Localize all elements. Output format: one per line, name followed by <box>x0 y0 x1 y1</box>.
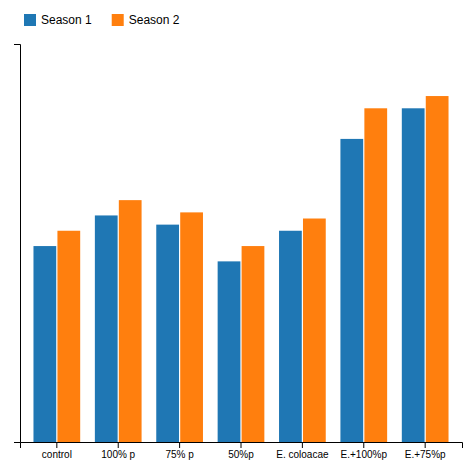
bar <box>119 200 142 442</box>
bar <box>426 96 449 442</box>
bar <box>364 108 387 442</box>
x-tick: E.+75%p <box>405 442 446 460</box>
bar <box>218 261 241 442</box>
x-axis-line <box>21 443 463 449</box>
x-tick-label: E.+100%p <box>341 449 388 460</box>
bar <box>402 108 425 442</box>
legend-swatch <box>24 14 36 26</box>
legend-swatch <box>112 14 124 26</box>
x-tick-mark <box>241 442 242 448</box>
x-tick-mark <box>56 442 57 448</box>
legend-item: Season 1 <box>24 13 92 27</box>
x-tick-label: E. coloacae <box>276 449 329 460</box>
x-tick-label: 75% p <box>165 449 194 460</box>
x-tick: 50%p <box>228 442 254 460</box>
bar <box>340 139 363 442</box>
legend-label: Season 2 <box>129 13 180 27</box>
x-tick: E. coloacae <box>276 442 329 460</box>
x-tick-mark <box>363 442 364 448</box>
x-tick: 75% p <box>165 442 194 460</box>
x-tick-mark <box>425 442 426 448</box>
x-tick-label: control <box>42 449 72 460</box>
x-tick-mark <box>179 442 180 448</box>
bar <box>95 215 118 442</box>
x-tick-mark <box>118 442 119 448</box>
bars <box>33 96 448 442</box>
x-tick-label: 50%p <box>228 449 254 460</box>
x-tick: 100% p <box>101 442 135 460</box>
legend-item: Season 2 <box>112 13 180 27</box>
y-axis <box>14 45 21 443</box>
x-tick-mark <box>302 442 303 448</box>
legend: Season 1 Season 2 <box>24 13 180 27</box>
chart: control 100% p 75% p 50%p E. coloacae E.+100%… <box>0 0 474 474</box>
x-tick-label: E.+75%p <box>405 449 446 460</box>
bar <box>303 219 326 442</box>
x-tick-label: 100% p <box>101 449 135 460</box>
series-bars <box>33 108 424 442</box>
x-tick: control <box>42 442 72 460</box>
plot-area: control 100% p 75% p 50%p E. coloacae E.+100%… <box>14 45 463 461</box>
bar <box>180 212 203 442</box>
bar <box>33 246 56 442</box>
bar <box>57 231 80 442</box>
x-tick: E.+100%p <box>341 442 388 460</box>
bar <box>156 225 179 442</box>
bar <box>242 246 265 442</box>
x-axis: control 100% p 75% p 50%p E. coloacae E.+100%… <box>21 442 463 460</box>
legend-label: Season 1 <box>41 13 92 27</box>
bar <box>279 231 302 442</box>
y-axis-line <box>14 45 21 443</box>
series-bars <box>57 96 448 442</box>
